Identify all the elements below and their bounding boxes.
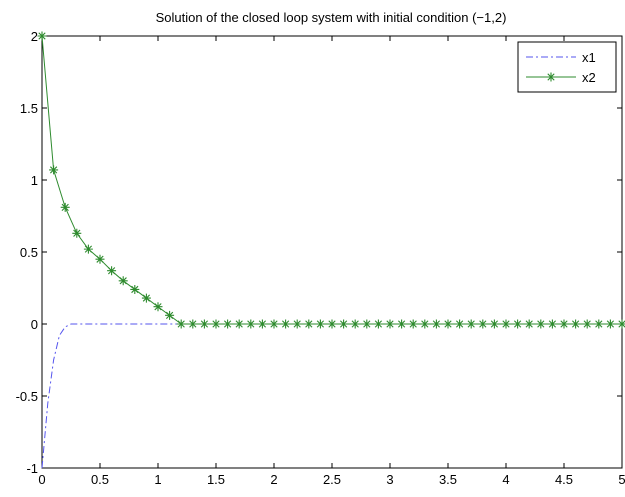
data-point-x2: [96, 255, 105, 264]
data-point-x2: [223, 320, 232, 329]
plot-area: [42, 36, 622, 468]
data-point-x2: [130, 285, 139, 294]
data-point-x2: [548, 320, 557, 329]
data-point-x2: [235, 320, 244, 329]
legend-label: x1: [582, 50, 596, 65]
data-point-x2: [119, 276, 128, 285]
data-point-x2: [154, 302, 163, 311]
data-point-x2: [386, 320, 395, 329]
y-tick-label: 0: [31, 317, 38, 332]
x-tick-label: 0.5: [91, 472, 109, 487]
data-point-x2: [142, 294, 151, 303]
data-point-x2: [606, 320, 615, 329]
data-point-x2: [560, 320, 569, 329]
x-tick-label: 2: [270, 472, 277, 487]
data-point-x2: [571, 320, 580, 329]
legend-box: [518, 42, 616, 92]
data-point-x2: [165, 311, 174, 320]
x-tick-label: 0: [38, 472, 45, 487]
y-tick-label: 1.5: [20, 101, 38, 116]
x-tick-label: 3: [386, 472, 393, 487]
data-point-x2: [281, 320, 290, 329]
data-point-x2: [409, 320, 418, 329]
data-point-x2: [594, 320, 603, 329]
data-point-x2: [328, 320, 337, 329]
data-point-x2: [212, 320, 221, 329]
data-point-x2: [397, 320, 406, 329]
x-tick-label: 4.5: [555, 472, 573, 487]
x-tick-label: 1: [154, 472, 161, 487]
x-tick-label: 2.5: [323, 472, 341, 487]
data-point-x2: [49, 165, 58, 174]
data-point-x2: [455, 320, 464, 329]
data-point-x2: [444, 320, 453, 329]
data-point-x2: [467, 320, 476, 329]
data-point-x2: [478, 320, 487, 329]
data-point-x2: [536, 320, 545, 329]
chart-title: Solution of the closed loop system with …: [156, 10, 507, 25]
data-point-x2: [293, 320, 302, 329]
data-point-x2: [61, 203, 70, 212]
data-point-x2: [513, 320, 522, 329]
data-point-x2: [339, 320, 348, 329]
x-tick-label: 3.5: [439, 472, 457, 487]
data-point-x2: [38, 32, 47, 41]
data-point-x2: [525, 320, 534, 329]
y-tick-label: 2: [31, 29, 38, 44]
data-point-x2: [304, 320, 313, 329]
y-tick-label: 1: [31, 173, 38, 188]
data-point-x2: [258, 320, 267, 329]
y-tick-label: 0.5: [20, 245, 38, 260]
legend-label: x2: [582, 70, 596, 85]
plot-frame: [42, 36, 622, 468]
data-point-x2: [490, 320, 499, 329]
data-point-x2: [188, 320, 197, 329]
data-point-x2: [374, 320, 383, 329]
data-point-x2: [200, 320, 209, 329]
data-point-x2: [270, 320, 279, 329]
data-point-x2: [583, 320, 592, 329]
data-point-x2: [316, 320, 325, 329]
y-tick-label: -0.5: [16, 389, 38, 404]
x-tick-label: 4: [502, 472, 509, 487]
x-tick-label: 5: [618, 472, 625, 487]
data-point-x2: [107, 266, 116, 275]
data-point-x2: [84, 245, 93, 254]
data-point-x2: [72, 229, 81, 238]
data-point-x2: [362, 320, 371, 329]
data-point-x2: [246, 320, 255, 329]
data-point-x2: [432, 320, 441, 329]
data-point-x2: [502, 320, 511, 329]
data-point-x2: [177, 320, 186, 329]
legend-marker: [547, 73, 556, 82]
data-point-x2: [351, 320, 360, 329]
x-tick-label: 1.5: [207, 472, 225, 487]
data-point-x2: [420, 320, 429, 329]
y-tick-label: -1: [26, 461, 38, 476]
